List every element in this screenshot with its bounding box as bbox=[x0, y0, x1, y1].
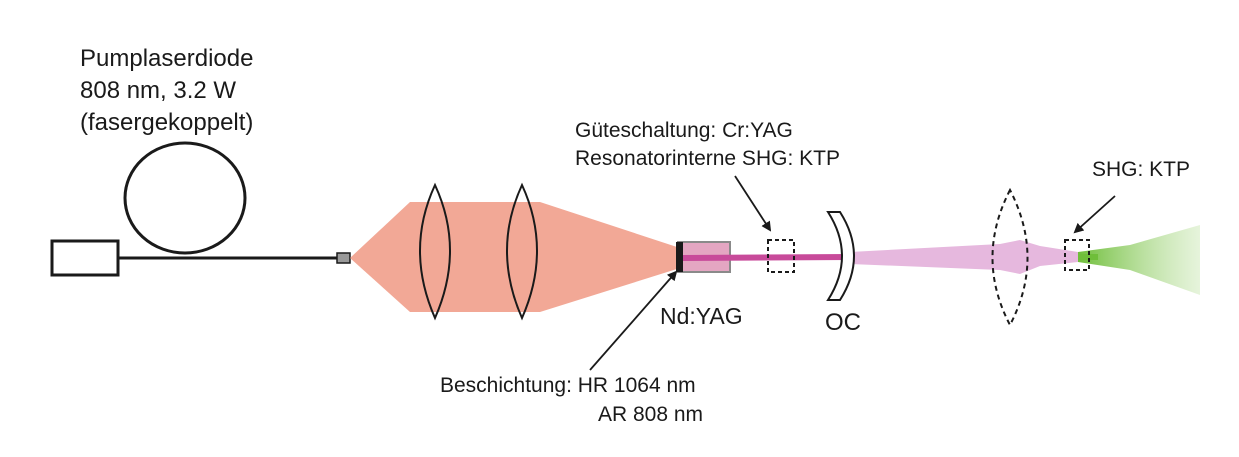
crystal-hr-coating bbox=[676, 242, 683, 272]
arrow-to-intracavity-crystal bbox=[735, 176, 770, 230]
coating-label-line2: AR 808 nm bbox=[598, 403, 703, 426]
ir-beam-resonator bbox=[683, 254, 850, 261]
ir-beam-output bbox=[850, 240, 1078, 274]
oc-label: OC bbox=[825, 309, 861, 336]
fiber-connector bbox=[337, 253, 350, 263]
qswitch-label-line2: Resonatorinterne SHG: KTP bbox=[575, 147, 840, 170]
pump-label-line3: (fasergekoppelt) bbox=[80, 109, 253, 136]
crystal-label: Nd:YAG bbox=[660, 303, 743, 329]
arrow-to-shg-crystal bbox=[1075, 196, 1115, 232]
pump-label-line2: 808 nm, 3.2 W bbox=[80, 77, 236, 104]
shg-label: SHG: KTP bbox=[1092, 158, 1190, 181]
qswitch-label-line1: Güteschaltung: Cr:YAG bbox=[575, 119, 793, 142]
pump-label-line1: Pumplaserdiode bbox=[80, 45, 253, 72]
pump-beam bbox=[350, 202, 680, 312]
coating-label-line1: Beschichtung: HR 1064 nm bbox=[440, 374, 696, 397]
pump-diode-box bbox=[52, 241, 118, 275]
fiber-coil bbox=[125, 143, 245, 253]
